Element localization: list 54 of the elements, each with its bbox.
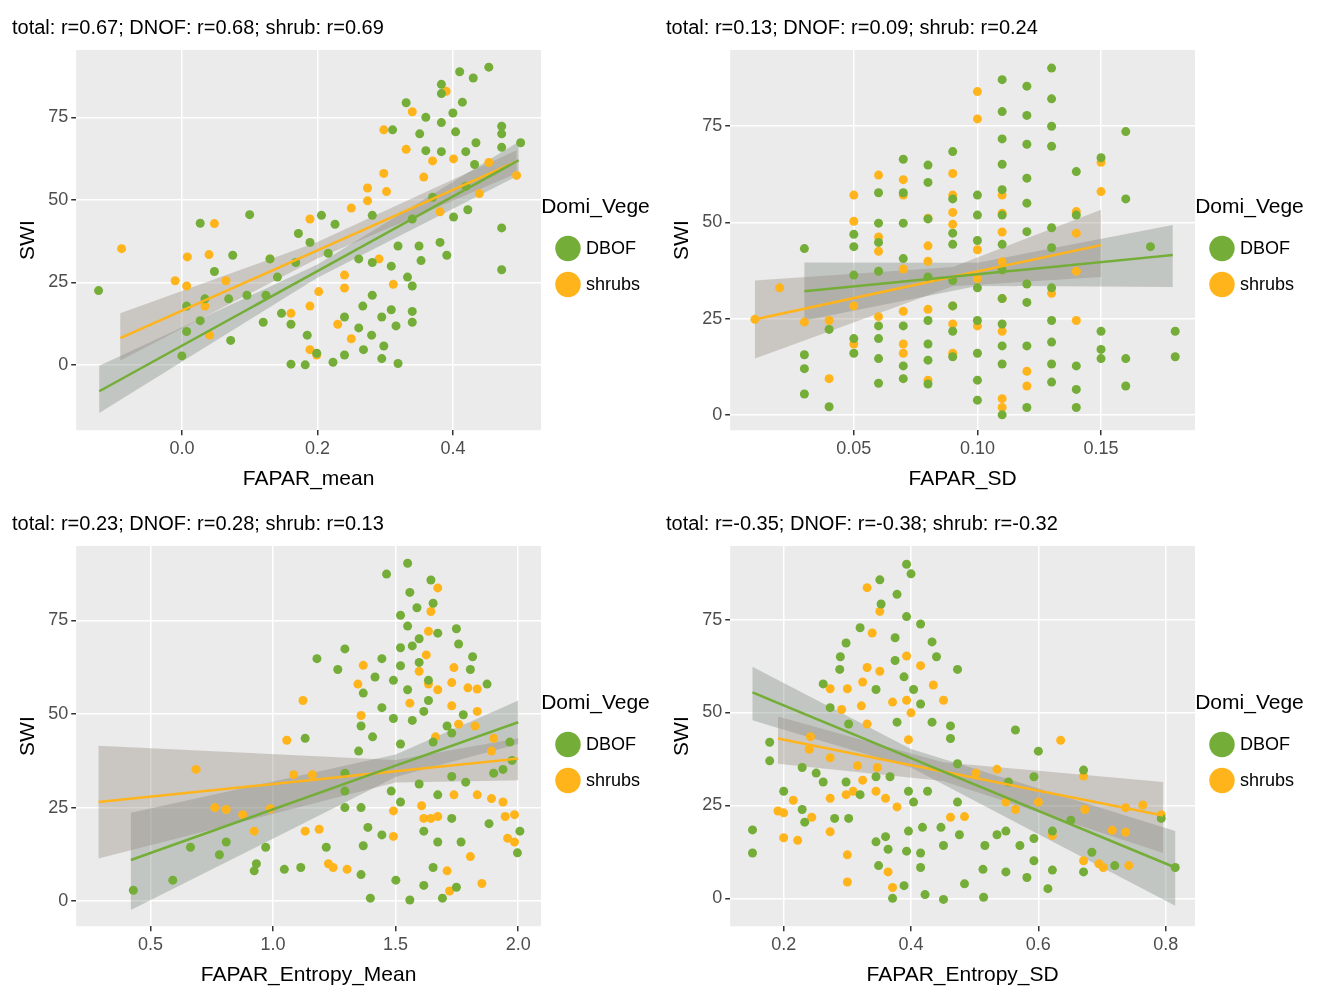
- legend-label: DBOF: [585, 733, 636, 754]
- legend-label: DBOF: [585, 237, 636, 258]
- y-tick-label: 25: [702, 794, 723, 815]
- x-tick-label: 0.4: [440, 437, 466, 458]
- y-tick-label: 75: [702, 115, 723, 136]
- y-axis-title: SWI: [15, 220, 39, 260]
- x-tick-label: 0.2: [304, 437, 330, 458]
- y-axis-title: SWI: [15, 716, 39, 756]
- x-tick-label: 0.6: [1025, 933, 1051, 954]
- legend-title: Domi_Vege: [1195, 193, 1304, 218]
- x-axis-title: FAPAR_Entropy_SD: [866, 962, 1059, 987]
- y-axis-title: SWI: [669, 716, 693, 756]
- legend-label: shrubs: [1239, 273, 1294, 294]
- y-tick-label: 75: [48, 106, 69, 127]
- x-tick-label: 0.10: [959, 437, 995, 458]
- legend-label: shrubs: [1239, 769, 1294, 790]
- y-tick-label: 0: [712, 887, 723, 908]
- x-tick-label: 0.4: [898, 933, 924, 954]
- y-tick-label: 0: [712, 403, 723, 424]
- x-tick-label: 0.05: [836, 437, 872, 458]
- y-tick-label: 25: [702, 307, 723, 328]
- legend-title: Domi_Vege: [1195, 689, 1304, 714]
- x-tick-label: 1.5: [383, 933, 409, 954]
- legend-title: Domi_Vege: [541, 689, 650, 714]
- y-tick-label: 0: [58, 353, 69, 374]
- y-tick-label: 75: [48, 609, 69, 630]
- x-tick-label: 0.15: [1083, 437, 1119, 458]
- y-tick-label: 50: [48, 188, 69, 209]
- x-axis-title: FAPAR_mean: [242, 466, 375, 491]
- y-tick-label: 75: [702, 608, 723, 629]
- legend-label: DBOF: [1239, 237, 1290, 258]
- y-tick-label: 50: [702, 211, 723, 232]
- y-tick-label: 0: [58, 890, 69, 911]
- x-tick-label: 1.0: [260, 933, 286, 954]
- legend-label: shrubs: [585, 273, 640, 294]
- x-tick-label: 0.8: [1153, 933, 1179, 954]
- chart-title: total: r=0.23; DNOF: r=0.28; shrub: r=0.13: [12, 511, 384, 534]
- x-axis-title: FAPAR_Entropy_Mean: [200, 962, 417, 987]
- y-tick-label: 25: [48, 796, 69, 817]
- y-tick-label: 50: [702, 701, 723, 722]
- chart-title: total: r=0.67; DNOF: r=0.68; shrub: r=0.69: [12, 15, 384, 38]
- x-tick-label: 0.5: [137, 933, 164, 954]
- chart-title: total: r=-0.35; DNOF: r=-0.38; shrub: r=-0.32: [666, 511, 1058, 534]
- legend-label: shrubs: [585, 769, 640, 790]
- y-tick-label: 50: [48, 702, 69, 723]
- x-tick-label: 0.0: [169, 437, 195, 458]
- y-axis-title: SWI: [669, 220, 693, 260]
- x-axis-title: FAPAR_SD: [908, 466, 1017, 491]
- y-tick-label: 25: [48, 271, 69, 292]
- x-tick-label: 0.2: [771, 933, 797, 954]
- legend-label: DBOF: [1239, 733, 1290, 754]
- chart-title: total: r=0.13; DNOF: r=0.09; shrub: r=0.24: [666, 15, 1038, 38]
- x-tick-label: 2.0: [505, 933, 531, 954]
- legend-title: Domi_Vege: [541, 193, 650, 218]
